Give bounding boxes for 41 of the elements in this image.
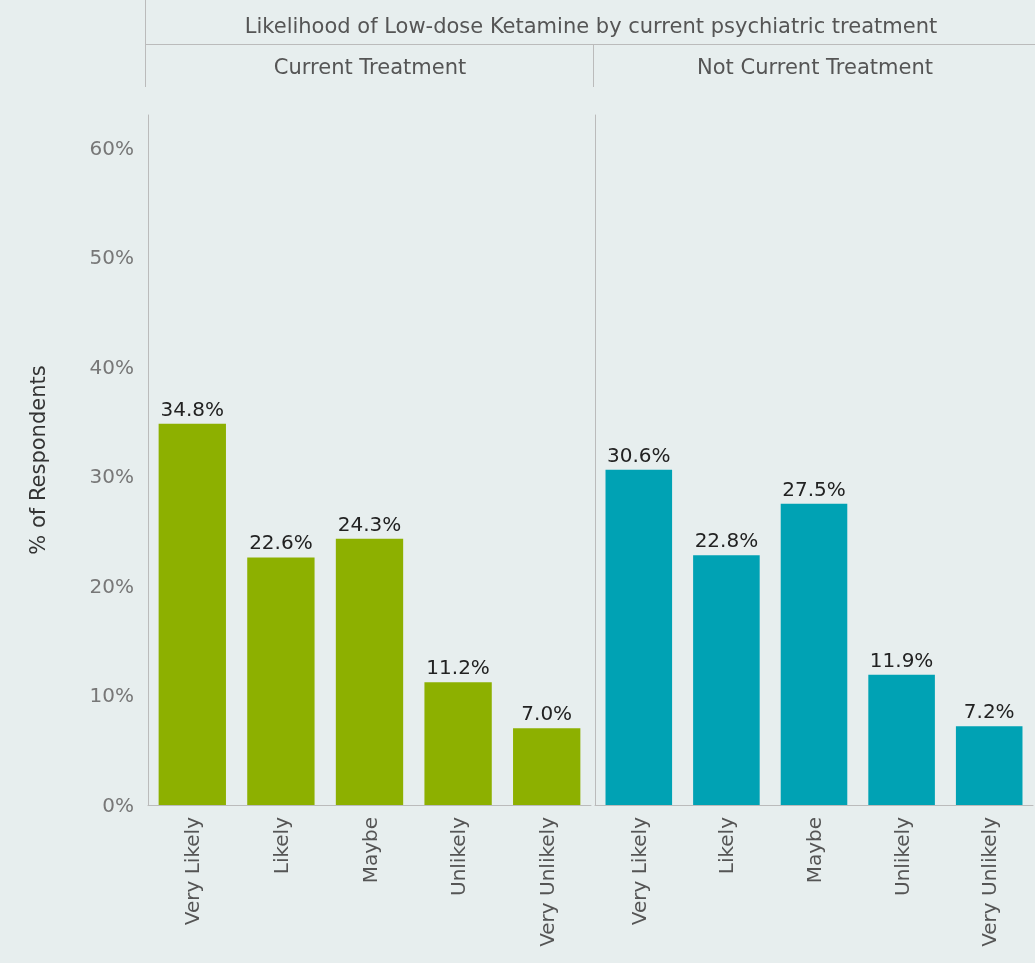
x-tick-label: Maybe bbox=[802, 817, 826, 884]
y-tick-label: 10% bbox=[89, 683, 134, 708]
chart-subtitle: Current Treatment bbox=[145, 45, 594, 87]
x-tick-label: Very Likely bbox=[626, 816, 651, 926]
bar bbox=[693, 555, 760, 805]
x-tick-label: Unlikely bbox=[446, 816, 471, 896]
x-tick-label: Likely bbox=[268, 816, 293, 875]
x-tick-label: Maybe bbox=[357, 817, 382, 884]
data-label: 24.3% bbox=[337, 511, 402, 536]
bar bbox=[158, 423, 226, 805]
bar bbox=[424, 682, 492, 805]
chart-subtitle: Not Current Treatment bbox=[593, 45, 1035, 87]
data-label: 34.8% bbox=[160, 396, 225, 421]
y-tick-label: 50% bbox=[89, 245, 134, 270]
data-label: 7.2% bbox=[963, 699, 1015, 724]
y-tick-label: 0% bbox=[102, 793, 134, 817]
data-label: 11.9% bbox=[869, 647, 934, 672]
bar bbox=[513, 728, 581, 805]
x-tick-label: Very Likely bbox=[180, 816, 205, 926]
bar bbox=[780, 503, 848, 805]
x-tick-label: Unlikely bbox=[889, 816, 914, 896]
bar bbox=[335, 538, 404, 805]
data-label: 22.6% bbox=[249, 530, 313, 555]
bar bbox=[247, 557, 315, 805]
x-tick-label: Very Unlikely bbox=[977, 816, 1002, 947]
data-label: 7.0% bbox=[521, 701, 573, 726]
y-axis-title: % of Respondents bbox=[25, 365, 50, 555]
data-label: 11.2% bbox=[426, 655, 490, 680]
y-tick-label: 30% bbox=[89, 464, 134, 489]
bar bbox=[955, 726, 1023, 805]
data-label: 27.5% bbox=[782, 476, 846, 501]
data-label: 22.8% bbox=[694, 528, 759, 553]
y-tick-label: 40% bbox=[89, 354, 134, 379]
chart-title: Likelihood of Low-dose Ketamine by current psychiatric treatment bbox=[145, 0, 1035, 45]
bar bbox=[605, 469, 673, 805]
y-tick-label: 60% bbox=[89, 135, 134, 160]
bar bbox=[868, 674, 935, 805]
data-label: 30.6% bbox=[607, 442, 671, 467]
x-tick-label: Likely bbox=[714, 816, 739, 875]
x-tick-label: Very Unlikely bbox=[534, 816, 559, 947]
y-tick-label: 20% bbox=[89, 573, 134, 598]
